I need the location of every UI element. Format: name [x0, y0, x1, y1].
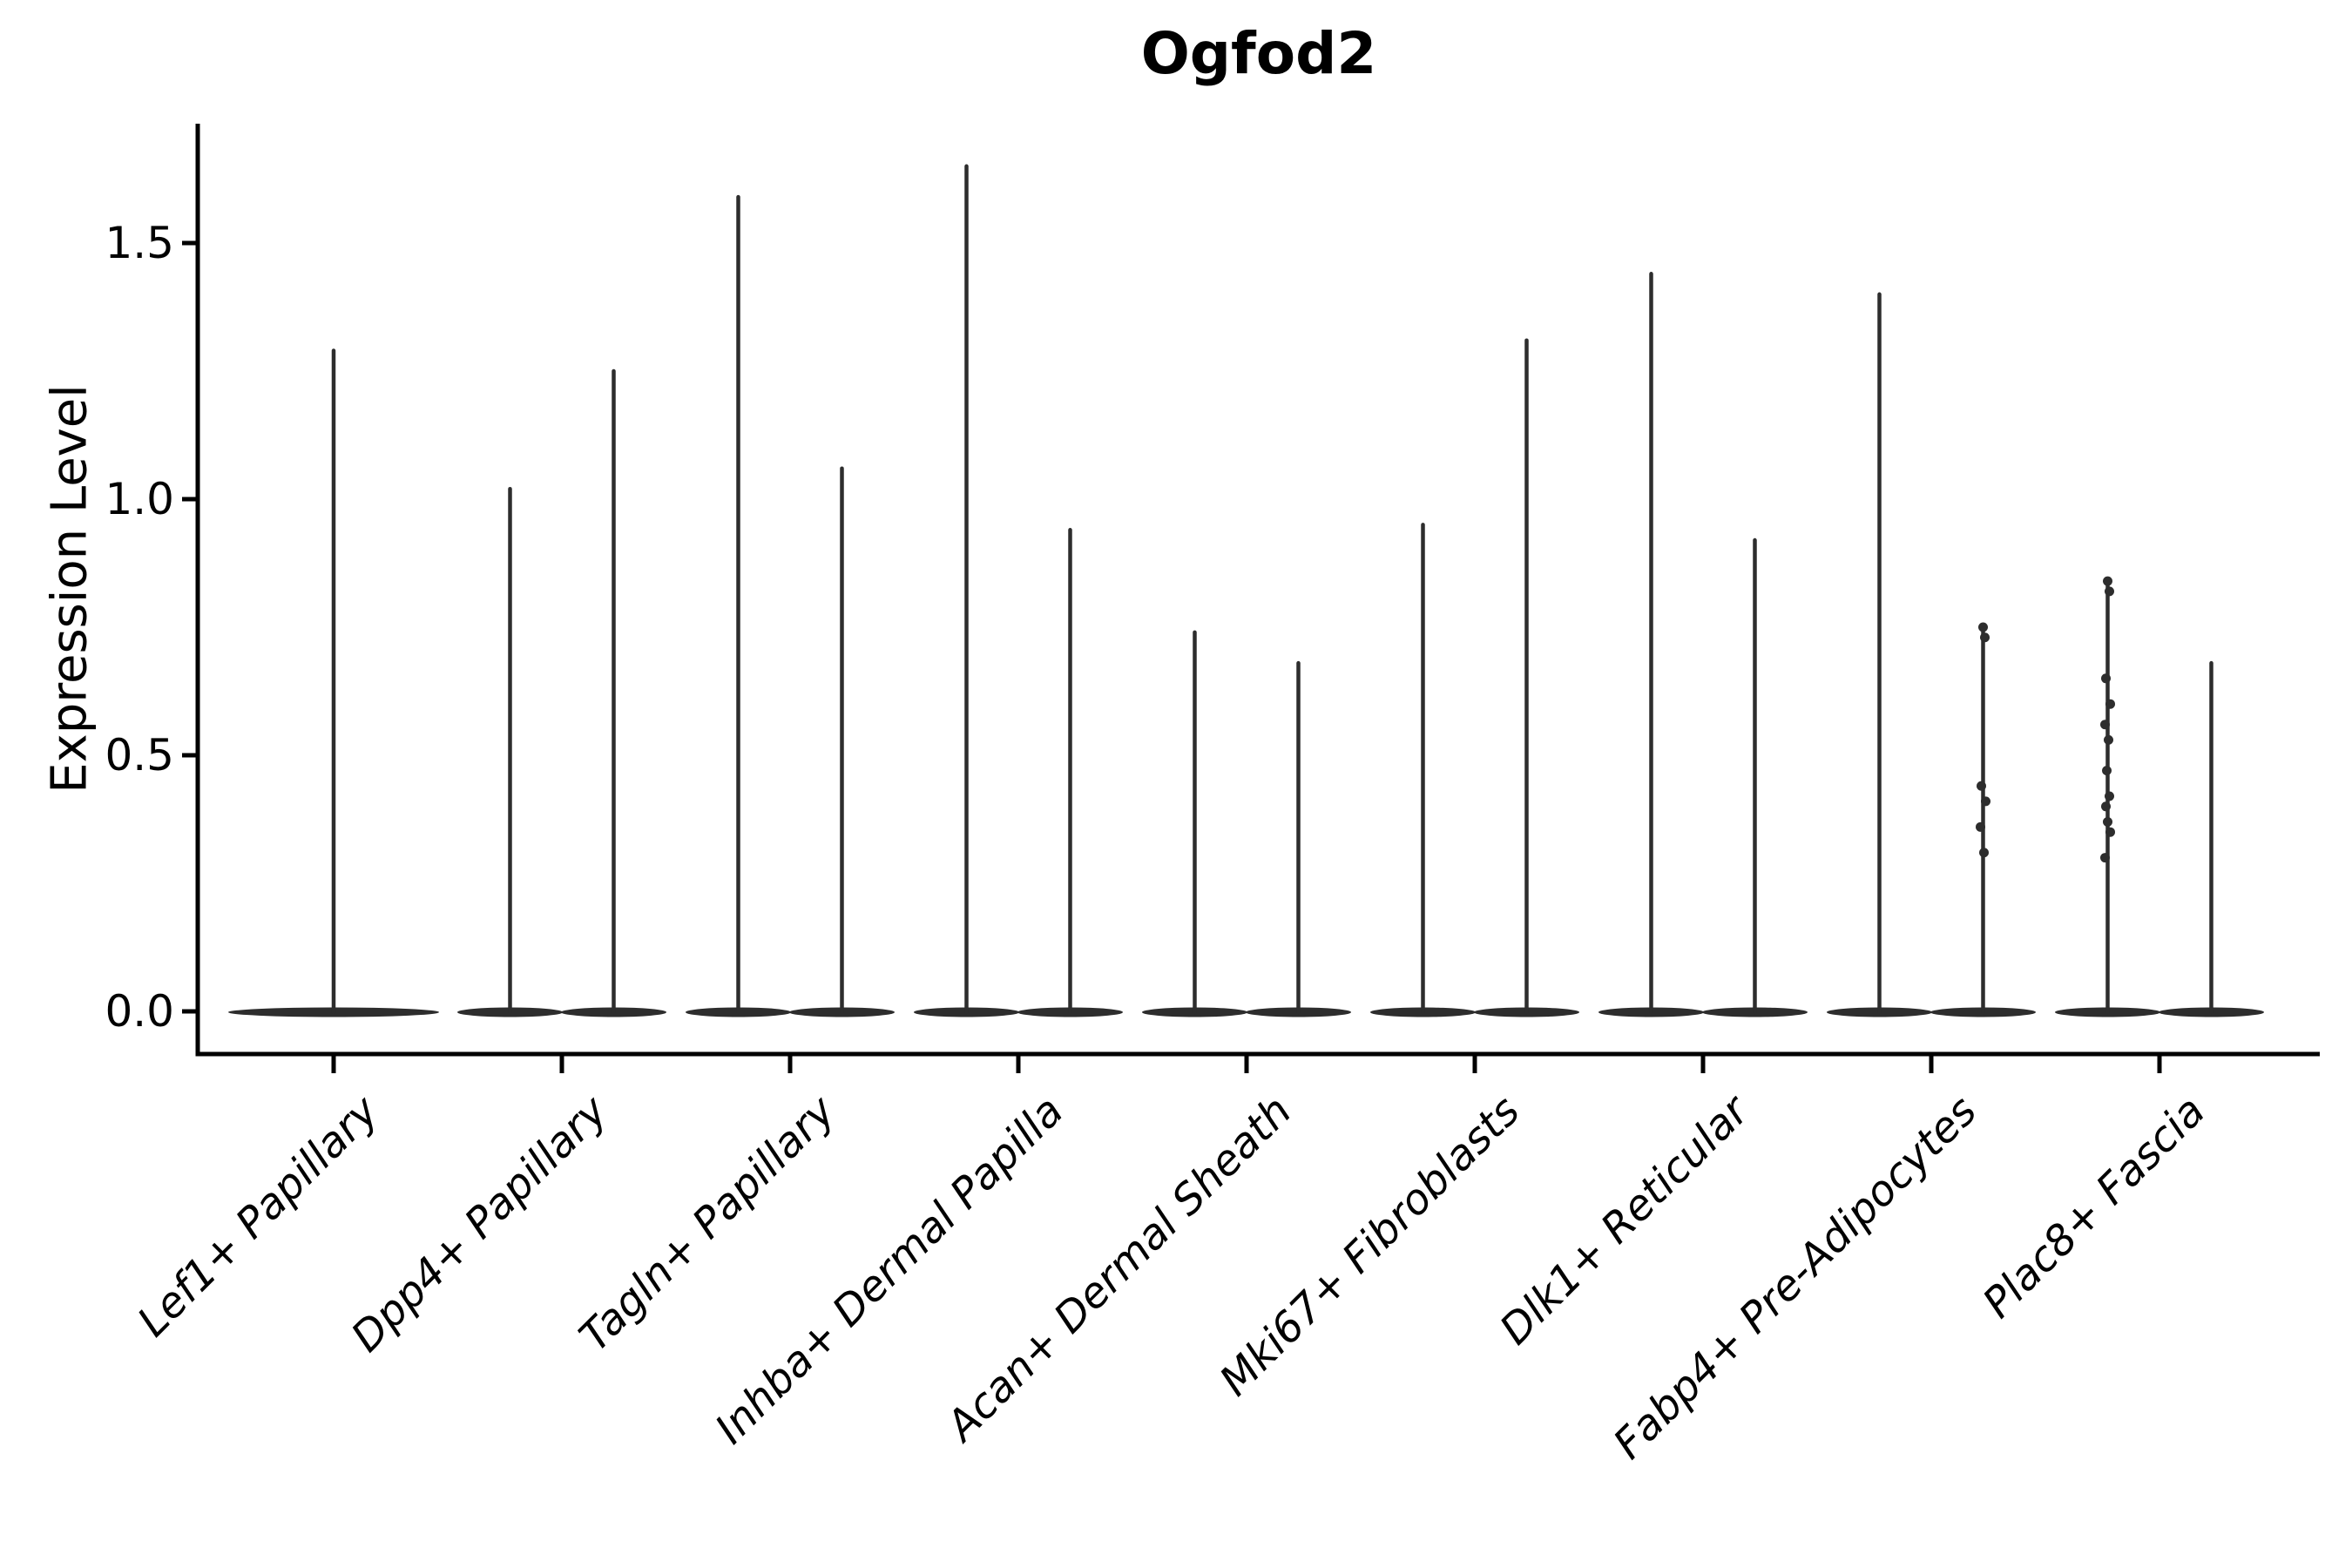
jitter-dot [1977, 781, 1986, 791]
jitter-dot [2105, 827, 2115, 837]
jitter-dot [2101, 801, 2111, 812]
y-tick-label: 1.5 [105, 218, 174, 268]
jitter-dot [1978, 622, 1988, 632]
jitter-dot [1980, 632, 1990, 643]
jitter-dot [2105, 586, 2114, 597]
jitter-dot [2103, 576, 2112, 586]
jitter-dot [1976, 821, 1985, 832]
jitter-dot [2100, 853, 2110, 863]
jitter-dot [2103, 816, 2112, 827]
chart-title: Ogfod2 [1140, 20, 1377, 87]
y-tick-label: 0.0 [105, 986, 174, 1037]
y-tick-label: 0.5 [105, 730, 174, 781]
jitter-dot [1979, 848, 1989, 858]
jitter-dot [2105, 791, 2114, 801]
y-tick-label: 1.0 [105, 474, 174, 524]
jitter-dot [2102, 766, 2112, 776]
jitter-dot [2101, 673, 2111, 684]
jitter-dot [2104, 734, 2113, 745]
jitter-dot [1981, 796, 1990, 807]
jitter-dot [2105, 699, 2115, 709]
jitter-dot [2100, 720, 2110, 730]
